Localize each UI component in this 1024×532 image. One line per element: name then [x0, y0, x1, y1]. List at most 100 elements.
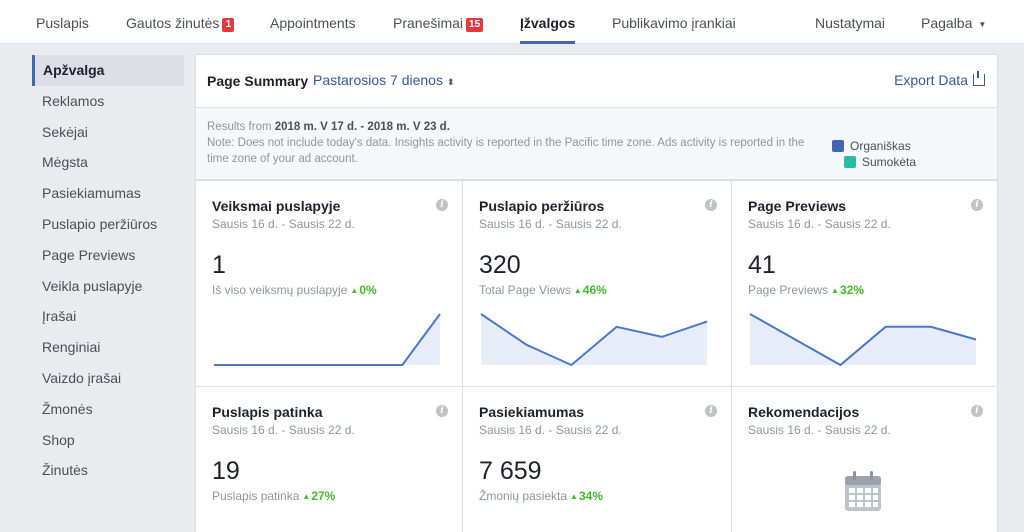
nav-tab-label: Puslapis	[36, 15, 89, 31]
card-sub-label: Iš viso veiksmų puslapyje	[212, 283, 348, 297]
card-date-range: Sausis 16 d. - Sausis 22 d.	[212, 423, 355, 437]
sidebar-item-events[interactable]: Renginiai	[42, 339, 101, 356]
nav-tab-puslapis[interactable]: Puslapis	[36, 0, 89, 44]
notifications-count-badge: 15	[466, 18, 484, 32]
chevron-down-icon: ▼	[978, 20, 987, 29]
results-prefix: Results from	[207, 121, 272, 133]
legend-item-paid: Sumokėta	[844, 154, 916, 170]
sidebar-item-page-views[interactable]: Puslapio peržiūros	[42, 215, 158, 232]
sidebar-item-posts[interactable]: Įrašai	[42, 308, 77, 325]
card-date-range: Sausis 16 d. - Sausis 22 d.	[479, 217, 622, 231]
delta-indicator: ▲34%	[570, 489, 603, 503]
delta-value: 0%	[359, 283, 377, 297]
card-date-range: Sausis 16 d. - Sausis 22 d.	[212, 217, 355, 231]
metric-card-page-views[interactable]: Puslapio peržiūros Sausis 16 d. - Sausis…	[462, 180, 732, 387]
nav-help-menu[interactable]: Pagalba ▼	[921, 0, 986, 44]
up-arrow-icon: ▲	[573, 286, 582, 295]
nav-tab-label: Gautos žinutės	[126, 15, 220, 31]
nav-tab-appointments[interactable]: Appointments	[270, 0, 356, 44]
sidebar-item-actions-on-page[interactable]: Veikla puslapyje	[42, 277, 143, 294]
sidebar-item-ads[interactable]: Reklamos	[42, 92, 105, 109]
info-icon[interactable]: i	[436, 199, 448, 211]
info-icon[interactable]: i	[971, 199, 983, 211]
results-note-body: Note: Does not include today's data. Ins…	[207, 137, 805, 165]
metric-card-page-actions[interactable]: Veiksmai puslapyje Sausis 16 d. - Sausis…	[195, 180, 463, 387]
nav-tab-insights[interactable]: Įžvalgos	[520, 0, 576, 44]
metric-card-reach[interactable]: Pasiekiamumas Sausis 16 d. - Sausis 22 d…	[462, 386, 732, 532]
info-icon[interactable]: i	[705, 199, 717, 211]
sidebar-item-shop[interactable]: Shop	[42, 431, 75, 448]
legend-item-organic: Organiškas	[832, 138, 916, 154]
delta-indicator: ▲32%	[831, 283, 864, 297]
top-navigation: Puslapis Gautos žinutės 1 Appointments Pr…	[0, 0, 1024, 44]
sidebar-item-reach[interactable]: Pasiekiamumas	[42, 185, 141, 202]
sidebar-item-people[interactable]: Žmonės	[42, 400, 93, 417]
metric-card-page-likes[interactable]: Puslapis patinka Sausis 16 d. - Sausis 2…	[195, 386, 463, 532]
legend-swatch	[844, 156, 856, 168]
nav-tab-label: Įžvalgos	[520, 15, 576, 31]
date-range-dropdown[interactable]: Pastarosios 7 dienos ⬍	[313, 72, 455, 88]
nav-tab-label: Pranešimai	[393, 15, 464, 31]
card-subtitle: Iš viso veiksmų puslapyje ▲0%	[212, 283, 377, 297]
metric-card-page-previews[interactable]: Page Previews Sausis 16 d. - Sausis 22 d…	[731, 180, 998, 387]
delta-value: 27%	[311, 489, 336, 503]
info-icon[interactable]: i	[971, 405, 983, 417]
export-data-button[interactable]: Export Data	[894, 71, 985, 88]
nav-tab-label: Pagalba	[921, 15, 973, 31]
sparkline-chart	[480, 313, 708, 367]
delta-indicator: ▲27%	[302, 489, 335, 503]
nav-tab-notifications[interactable]: Pranešimai 15	[393, 0, 484, 44]
nav-tab-label: Nustatymai	[815, 15, 886, 31]
card-sub-label: Page Previews	[748, 283, 829, 297]
card-sub-label: Žmonių pasiekta	[479, 489, 568, 503]
nav-tab-settings[interactable]: Nustatymai	[815, 0, 885, 44]
sort-arrows-icon: ⬍	[446, 77, 455, 87]
results-note: Results from 2018 m. V 17 d. - 2018 m. V…	[195, 107, 998, 180]
insights-sidebar: Apžvalga Reklamos Sekėjai Mėgsta Pasieki…	[32, 55, 184, 486]
up-arrow-icon: ▲	[302, 492, 311, 501]
card-title: Rekomendacijos	[748, 404, 860, 420]
card-subtitle: Žmonių pasiekta ▲34%	[479, 489, 603, 503]
page-summary-title: Page Summary	[207, 73, 309, 89]
card-title: Pasiekiamumas	[479, 404, 585, 420]
download-icon	[973, 71, 985, 86]
inbox-count-badge: 1	[222, 18, 235, 32]
date-range-label: Pastarosios 7 dienos	[313, 72, 443, 88]
sparkline-line	[214, 313, 441, 366]
up-arrow-icon: ▲	[570, 492, 578, 501]
card-sub-label: Puslapis patinka	[212, 489, 300, 503]
card-value: 1	[212, 251, 226, 279]
delta-indicator: ▲46%	[574, 283, 607, 297]
legend-swatch	[832, 140, 844, 152]
card-subtitle: Page Previews ▲32%	[748, 283, 864, 297]
up-arrow-icon: ▲	[831, 286, 839, 295]
sparkline-line	[749, 313, 977, 367]
card-sub-label: Total Page Views	[479, 283, 571, 297]
sidebar-item-likes[interactable]: Mėgsta	[42, 154, 88, 171]
info-icon[interactable]: i	[436, 405, 448, 417]
delta-value: 32%	[839, 283, 864, 297]
card-subtitle: Puslapis patinka ▲27%	[212, 489, 335, 503]
sidebar-item-messages[interactable]: Žinutės	[42, 462, 88, 479]
results-note-text: Results from 2018 m. V 17 d. - 2018 m. V…	[207, 119, 817, 167]
info-icon[interactable]: i	[705, 405, 717, 417]
delta-indicator: ▲0%	[350, 283, 376, 297]
nav-tab-inbox[interactable]: Gautos žinutės 1	[126, 0, 235, 44]
card-title: Veiksmai puslapyje	[212, 198, 341, 214]
sidebar-item-followers[interactable]: Sekėjai	[42, 123, 88, 140]
results-dates: 2018 m. V 17 d. - 2018 m. V 23 d.	[274, 121, 450, 133]
metric-card-recommendations[interactable]: Rekomendacijos Sausis 16 d. - Sausis 22 …	[731, 386, 998, 532]
sidebar-item-videos[interactable]: Vaizdo įrašai	[42, 369, 122, 386]
nav-tab-publishing-tools[interactable]: Publikavimo įrankiai	[612, 0, 736, 44]
delta-value: 46%	[582, 283, 607, 297]
sparkline-area	[214, 314, 440, 365]
card-title: Puslapio peržiūros	[479, 198, 605, 214]
chart-legend: Organiškas Sumokėta	[832, 138, 916, 170]
sidebar-item-overview[interactable]: Apžvalga	[32, 55, 184, 86]
sparkline-area	[481, 314, 707, 365]
calendar-icon	[845, 471, 881, 511]
card-value: 7 659	[479, 457, 542, 485]
card-value: 320	[479, 251, 521, 279]
up-arrow-icon: ▲	[350, 286, 359, 295]
sidebar-item-page-previews[interactable]: Page Previews	[42, 246, 136, 263]
